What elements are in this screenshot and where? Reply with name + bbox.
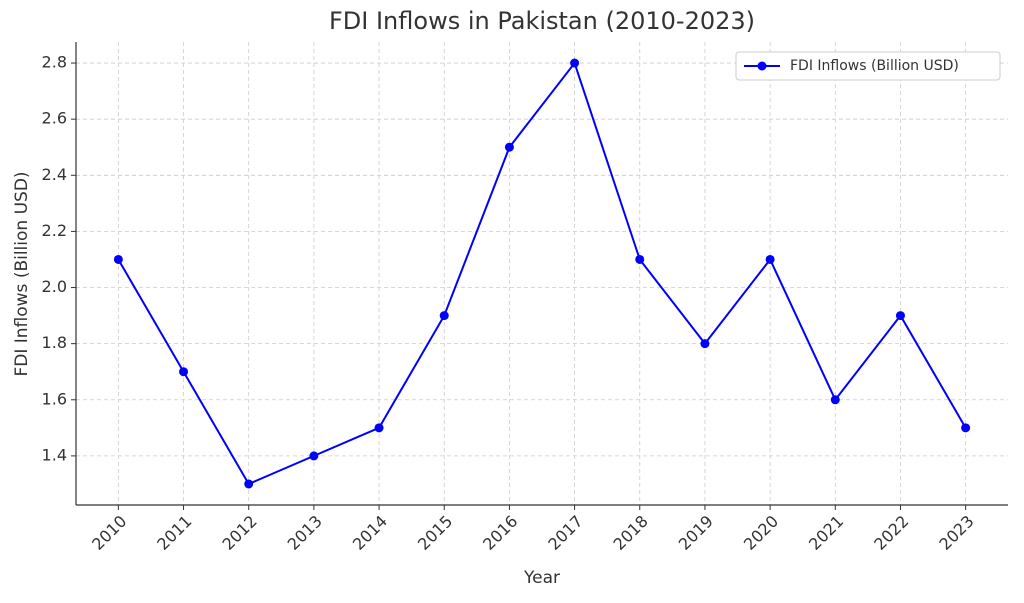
x-tick-label: 2018	[610, 512, 652, 554]
x-tick-label: 2021	[805, 512, 847, 554]
x-tick-label: 2023	[935, 512, 977, 554]
y-tick-label: 1.6	[42, 389, 67, 408]
chart-title: FDI Inflows in Pakistan (2010-2023)	[329, 7, 755, 35]
y-tick-label: 2.0	[42, 277, 67, 296]
y-tick-label: 2.6	[42, 109, 67, 128]
x-tick-label: 2016	[479, 512, 521, 554]
data-line	[117, 60, 967, 486]
data-point	[113, 254, 123, 264]
y-tick-label: 1.4	[42, 445, 67, 464]
x-tick-label: 2020	[740, 512, 782, 554]
data-point	[765, 254, 775, 264]
data-point	[961, 423, 971, 433]
x-tick-label: 2017	[544, 512, 586, 554]
x-tick-label: 2011	[153, 512, 195, 554]
y-tick-label: 2.8	[42, 53, 67, 72]
x-tick-label: 2012	[218, 512, 260, 554]
x-tick-label: 2010	[88, 512, 130, 554]
data-point	[439, 311, 449, 321]
x-tick-label: 2015	[414, 512, 456, 554]
x-tick-label: 2022	[870, 512, 912, 554]
data-point	[830, 395, 840, 405]
legend-box	[735, 51, 1001, 81]
x-tick-label: 2019	[675, 512, 717, 554]
y-axis-label: FDI Inflows (Billion USD)	[12, 171, 32, 376]
data-point	[374, 423, 384, 433]
data-point	[179, 367, 189, 377]
data-point	[635, 254, 645, 264]
legend-label: FDI Inflows (Billion USD)	[790, 58, 959, 74]
data-point	[895, 311, 905, 321]
data-point	[700, 339, 710, 349]
data-point	[504, 142, 514, 152]
data-point	[570, 58, 580, 68]
x-tick-label: 2013	[284, 512, 326, 554]
y-tick-label: 2.4	[42, 165, 67, 184]
legend-marker	[757, 61, 767, 71]
y-tick-label: 2.2	[42, 221, 67, 240]
data-point	[244, 479, 254, 489]
y-tick-label: 1.8	[42, 333, 67, 352]
data-point	[309, 451, 319, 461]
x-axis-label: Year	[523, 568, 560, 588]
x-tick-label: 2014	[349, 512, 391, 554]
